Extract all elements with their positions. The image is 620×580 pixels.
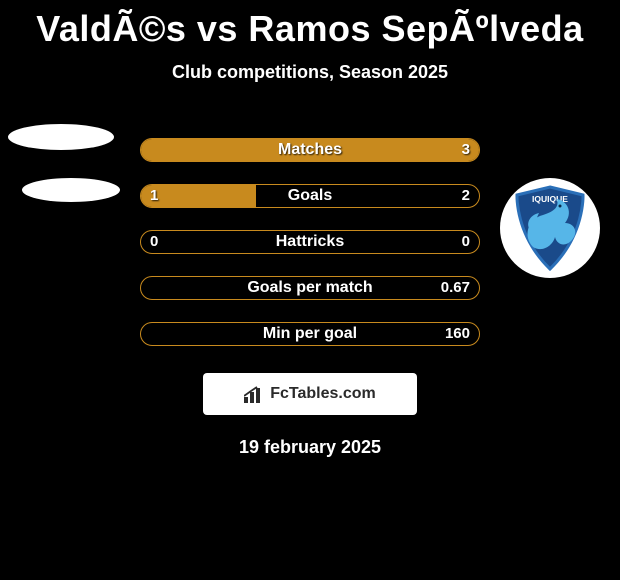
stat-bar [140, 322, 480, 346]
stat-bar [140, 184, 480, 208]
stat-bar [140, 230, 480, 254]
stat-row: Hattricks00 [0, 219, 620, 265]
page-title: ValdÃ©s vs Ramos SepÃºlveda [0, 0, 620, 50]
comparison-card: ValdÃ©s vs Ramos SepÃºlveda Club competi… [0, 0, 620, 458]
stat-bar-fill-left [141, 139, 479, 161]
page-subtitle: Club competitions, Season 2025 [0, 62, 620, 83]
stat-bar [140, 276, 480, 300]
stat-bar-fill-left [141, 185, 256, 207]
attribution-badge[interactable]: FcTables.com [203, 373, 417, 415]
stat-row: Goals12 [0, 173, 620, 219]
stat-row: Goals per match0.67 [0, 265, 620, 311]
attribution-text: FcTables.com [270, 385, 376, 403]
stat-row: Matches3 [0, 127, 620, 173]
stat-row: Min per goal160 [0, 311, 620, 357]
stat-bar [140, 138, 480, 162]
bar-chart-icon [244, 385, 266, 403]
stats-block: Matches3Goals12Hattricks00Goals per matc… [0, 127, 620, 357]
comparison-date: 19 february 2025 [0, 437, 620, 458]
